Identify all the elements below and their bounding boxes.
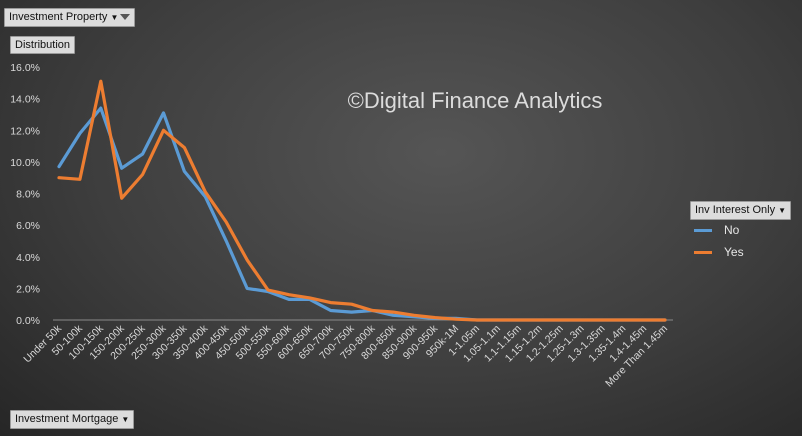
y-tick-label: 6.0% <box>16 220 40 232</box>
dropdown-arrow-icon: ▼ <box>121 415 130 424</box>
legend-label-no: No <box>724 223 740 237</box>
axis-field-label: Investment Mortgage <box>15 413 119 425</box>
dropdown-arrow-icon: ▼ <box>778 206 787 215</box>
legend-swatch-yes <box>694 251 712 254</box>
values-field-button[interactable]: Distribution <box>10 36 76 54</box>
legend-field-button[interactable]: Inv Interest Only ▼ <box>690 201 792 220</box>
filter-field-label: Investment Property <box>9 11 108 23</box>
values-field-label: Distribution <box>15 39 71 51</box>
y-tick-label: 0.0% <box>16 315 40 327</box>
y-tick-label: 12.0% <box>10 125 40 137</box>
y-tick-label: 4.0% <box>16 252 40 264</box>
y-tick-label: 10.0% <box>10 157 40 169</box>
series-line-yes <box>57 79 667 322</box>
axis-field-button[interactable]: Investment Mortgage ▼ <box>10 410 135 429</box>
legend-label-yes: Yes <box>724 245 744 259</box>
legend-swatch-no <box>694 229 712 232</box>
legend-field-label: Inv Interest Only <box>695 204 776 216</box>
y-tick-label: 2.0% <box>16 283 40 295</box>
y-tick-label: 14.0% <box>10 94 40 106</box>
dropdown-arrow-icon: ▼ <box>110 13 119 22</box>
watermark-text: ©Digital Finance Analytics <box>348 88 603 113</box>
filter-field-button[interactable]: Investment Property ▼ <box>4 8 136 27</box>
series-line-no <box>57 106 667 322</box>
y-tick-label: 16.0% <box>10 62 40 74</box>
funnel-icon <box>120 14 131 21</box>
y-tick-label: 8.0% <box>16 189 40 201</box>
